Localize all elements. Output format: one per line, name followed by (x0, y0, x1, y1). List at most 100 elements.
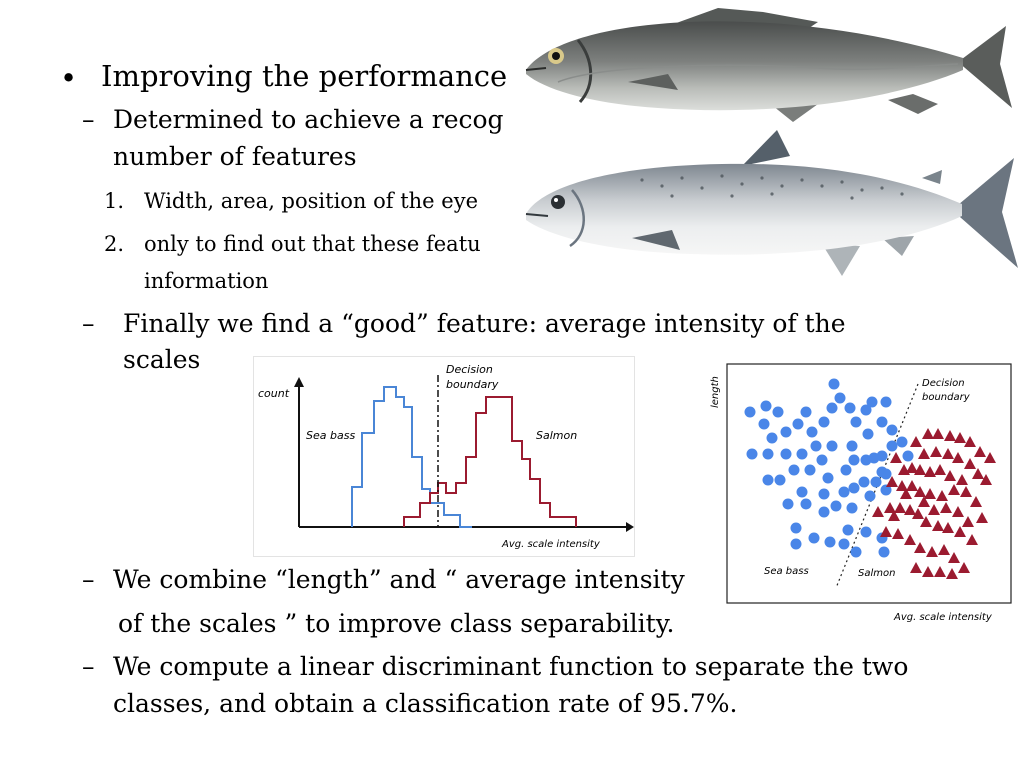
numbered-item-2-line2: information (144, 269, 269, 293)
sea-bass-point (782, 498, 794, 510)
salmon-point (970, 496, 982, 507)
salmon-point (984, 452, 996, 463)
y-axis-label: count (258, 387, 290, 400)
sea-bass-point (790, 522, 802, 534)
salmon-point (880, 526, 892, 537)
sea-bass-point (840, 464, 852, 476)
decision-label-line2: boundary (922, 392, 971, 403)
salmon-point (944, 470, 956, 481)
sea-bass-point (792, 418, 804, 430)
salmon-point (954, 526, 966, 537)
sea-bass-point (774, 474, 786, 486)
salmon-point (936, 490, 948, 501)
salmon-point (904, 534, 916, 545)
sub-bullet-1-line1: Determined to achieve a recog (113, 105, 504, 134)
salmon-point (890, 452, 902, 463)
salmon-point (930, 446, 942, 457)
sea-bass-point (880, 484, 892, 496)
salmon-point (906, 480, 918, 491)
decision-label-line2: boundary (446, 378, 499, 391)
salmon-label: Salmon (858, 568, 895, 579)
salmon-point (938, 544, 950, 555)
sea-bass-point (886, 440, 898, 452)
sea-bass-point (876, 466, 888, 478)
sea-bass-point (806, 426, 818, 438)
salmon-point (896, 480, 908, 491)
sea-bass-point (796, 486, 808, 498)
salmon-point (944, 430, 956, 441)
sea-bass-point (860, 404, 872, 416)
salmon-point (932, 520, 944, 531)
sea-bass-point (810, 440, 822, 452)
salmon-point (900, 488, 912, 499)
sea-bass-point (834, 392, 846, 404)
salmon-point (884, 502, 896, 513)
dash-marker: – (82, 652, 95, 681)
sea-bass-point (896, 436, 908, 448)
sea-bass-point (860, 526, 872, 538)
salmon-point (888, 510, 900, 521)
sea-bass-point (760, 400, 772, 412)
sea-bass-point (850, 546, 862, 558)
sea-bass-point (846, 502, 858, 514)
sea-bass-point (800, 406, 812, 418)
salmon-point (946, 568, 958, 579)
salmon-point (918, 448, 930, 459)
salmon-point (922, 566, 934, 577)
sea-bass-point (822, 472, 834, 484)
salmon-point (958, 562, 970, 573)
sub-bullet-4-line1: We compute a linear discriminant functio… (113, 652, 909, 681)
salmon-point (956, 474, 968, 485)
salmon-point (942, 448, 954, 459)
sea-bass-point (842, 524, 854, 536)
decision-label-line1: Decision (446, 363, 493, 376)
salmon-point (914, 464, 926, 475)
sea-bass-point (838, 486, 850, 498)
sea-bass-point (762, 448, 774, 460)
sea-bass-point (800, 498, 812, 510)
sea-bass-point (886, 424, 898, 436)
salmon-point (954, 432, 966, 443)
sea-bass-point (848, 482, 860, 494)
salmon-point (940, 502, 952, 513)
sea-bass-point (830, 500, 842, 512)
sub-bullet-2-line1: Finally we find a “good” feature: averag… (123, 309, 846, 338)
main-bullet-text: Improving the performance (101, 59, 508, 93)
salmon-point (910, 562, 922, 573)
dash-marker: – (82, 105, 95, 134)
sea-bass-point (876, 450, 888, 462)
sea-bass-point (828, 378, 840, 390)
sea-bass-point (818, 488, 830, 500)
sub-bullet-1-line2: number of features (113, 142, 357, 171)
salmon-point (894, 502, 906, 513)
salmon-point (974, 446, 986, 457)
sea-bass-point (780, 426, 792, 438)
sea-bass-fish-icon (525, 8, 1012, 122)
sea-bass-point (846, 440, 858, 452)
sea-bass-point (866, 396, 878, 408)
salmon-point (932, 428, 944, 439)
histogram-chart: count Decision boundary Sea bass Salmon … (258, 363, 634, 550)
salmon-point (928, 504, 940, 515)
sea-bass-point (808, 532, 820, 544)
y-axis-label: length (710, 376, 721, 408)
salmon-point (980, 474, 992, 485)
decision-boundary-line (835, 383, 919, 589)
salmon-point (960, 486, 972, 497)
salmon-point (964, 458, 976, 469)
sea-bass-point (864, 490, 876, 502)
salmon-point (926, 546, 938, 557)
salmon-point (918, 496, 930, 507)
scatter-chart: length Decision boundary Sea bass Salmon… (710, 363, 1012, 623)
sea-bass-point (870, 476, 882, 488)
numbered-item-1: Width, area, position of the eye (144, 189, 479, 213)
sub-bullet-2-line2: scales (123, 345, 201, 374)
salmon-point (910, 436, 922, 447)
sub-bullet-3-line2: of the scales ” to improve class separab… (118, 609, 675, 638)
salmon-point (966, 534, 978, 545)
sea-bass-point (862, 428, 874, 440)
salmon-point (952, 452, 964, 463)
scatter-figure: length Decision boundary Sea bass Salmon… (706, 362, 1012, 624)
x-axis-arrow (626, 522, 634, 532)
salmon-point (920, 516, 932, 527)
